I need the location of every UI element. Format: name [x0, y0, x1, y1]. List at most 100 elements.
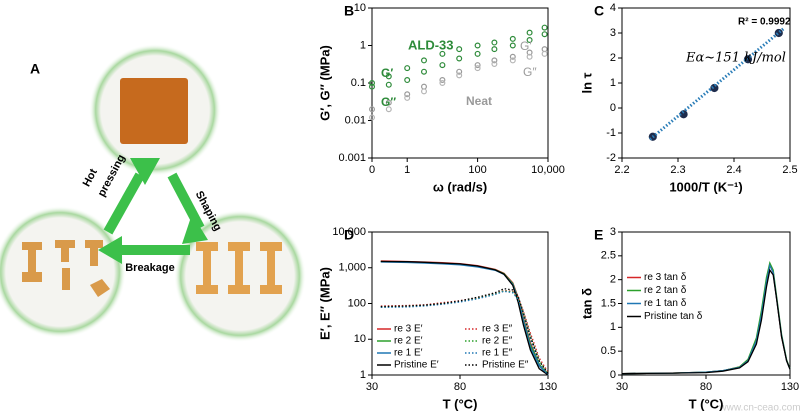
point [439, 77, 446, 84]
annotation: G′ [520, 39, 532, 53]
x-tick-label: 2.5 [782, 164, 797, 176]
x-tick-label: 80 [454, 381, 466, 393]
y-tick-label: 3 [610, 27, 616, 39]
point [420, 88, 427, 95]
dogbone-samples [196, 242, 282, 294]
point [404, 77, 411, 84]
x-tick-label: 0 [369, 164, 375, 176]
point [420, 57, 427, 64]
x-axis-label: 1000/T (K⁻¹) [669, 179, 742, 194]
point [509, 42, 516, 49]
point [526, 29, 533, 36]
legend-label: Pristine tan δ [644, 311, 703, 322]
y-tick-label: 4 [610, 2, 616, 14]
y-axis-label: tan δ [579, 288, 594, 319]
legend-label: re 1 E′ [394, 348, 423, 359]
point [509, 35, 516, 42]
x-tick-label: 80 [700, 381, 712, 393]
point [474, 62, 481, 69]
x-tick-label: 1 [404, 164, 410, 176]
y-tick-label: 0.01 [345, 114, 366, 126]
x-tick-label: 30 [616, 381, 628, 393]
point [509, 57, 516, 64]
x-axis-label: T (°C) [443, 396, 478, 411]
legend-label: re 1 tan δ [644, 298, 687, 309]
point [491, 57, 498, 64]
point [385, 99, 392, 106]
point [420, 68, 427, 75]
point [369, 106, 376, 113]
legend-label: Pristine E′ [394, 360, 439, 371]
point [491, 39, 498, 46]
point [541, 24, 548, 31]
y-tick-label: -1 [606, 127, 616, 139]
y-tick-label: 100 [348, 297, 366, 309]
recycle-symbol [103, 172, 205, 255]
y-tick-label: 1 [610, 77, 616, 89]
y-tick-label: 1 [360, 369, 366, 381]
point [474, 42, 481, 49]
series-line [380, 260, 549, 376]
sample-square [120, 78, 188, 144]
x-axis-label: ω (rad/s) [433, 179, 487, 194]
panel-label: E [594, 227, 603, 243]
annotation: Neat [466, 94, 492, 108]
annotation: ALD-33 [408, 37, 454, 52]
y-tick-label: -2 [606, 152, 616, 164]
annotation: G″ [381, 95, 396, 109]
point [456, 55, 463, 62]
y-tick-label: 1,000 [338, 262, 366, 274]
x-axis-label: T (°C) [689, 396, 724, 411]
point [456, 68, 463, 75]
legend-label: re 2 E″ [482, 336, 513, 347]
x-tick-label: 130 [539, 381, 557, 393]
plot-frame [621, 7, 791, 159]
point [509, 53, 516, 60]
point [439, 79, 446, 86]
panel-label: D [344, 227, 354, 243]
legend-label: re 3 E′ [394, 324, 423, 335]
point [369, 79, 376, 86]
point [710, 83, 719, 93]
x-tick-label: 2.2 [614, 164, 629, 176]
y-tick-label: 1.5 [601, 297, 616, 309]
y-tick-label: 2 [610, 274, 616, 286]
annotation: R² = 0.9992 [738, 17, 791, 28]
sample-pieces [22, 240, 110, 297]
step-label: Hot [81, 167, 100, 189]
series-line [621, 268, 791, 375]
point [420, 83, 427, 90]
point [369, 83, 376, 90]
y-tick-label: 10 [354, 333, 366, 345]
point [541, 31, 548, 38]
legend-label: Pristine E″ [482, 360, 529, 371]
point [385, 106, 392, 113]
y-axis-label: G′, G″ (MPa) [317, 45, 332, 121]
plot-frame [371, 7, 549, 159]
y-tick-label: 10 [354, 2, 366, 14]
series-line [380, 290, 549, 376]
point [526, 53, 533, 60]
y-tick-label: 2 [610, 52, 616, 64]
point [439, 62, 446, 69]
x-tick-label: 30 [366, 381, 378, 393]
x-tick-label: 10,000 [531, 164, 565, 176]
legend-label: re 3 E″ [482, 324, 513, 335]
panel-a: A Hot pressing Shaping Bre [0, 44, 306, 342]
annotation: G″ [523, 65, 537, 79]
legend-label: re 1 E″ [482, 348, 513, 359]
point [456, 72, 463, 79]
y-tick-label: 0.5 [601, 345, 616, 357]
series-line [649, 26, 786, 141]
panel-label: A [30, 61, 40, 77]
legend-label: re 3 tan δ [644, 272, 687, 283]
point [456, 46, 463, 53]
step-label: Breakage [125, 262, 175, 274]
annotation: Eα~151 kJ/mol [685, 51, 786, 66]
point [404, 65, 411, 72]
series-line [380, 288, 549, 374]
watermark: www.cn-ceao.com [718, 403, 800, 414]
point [541, 50, 548, 57]
